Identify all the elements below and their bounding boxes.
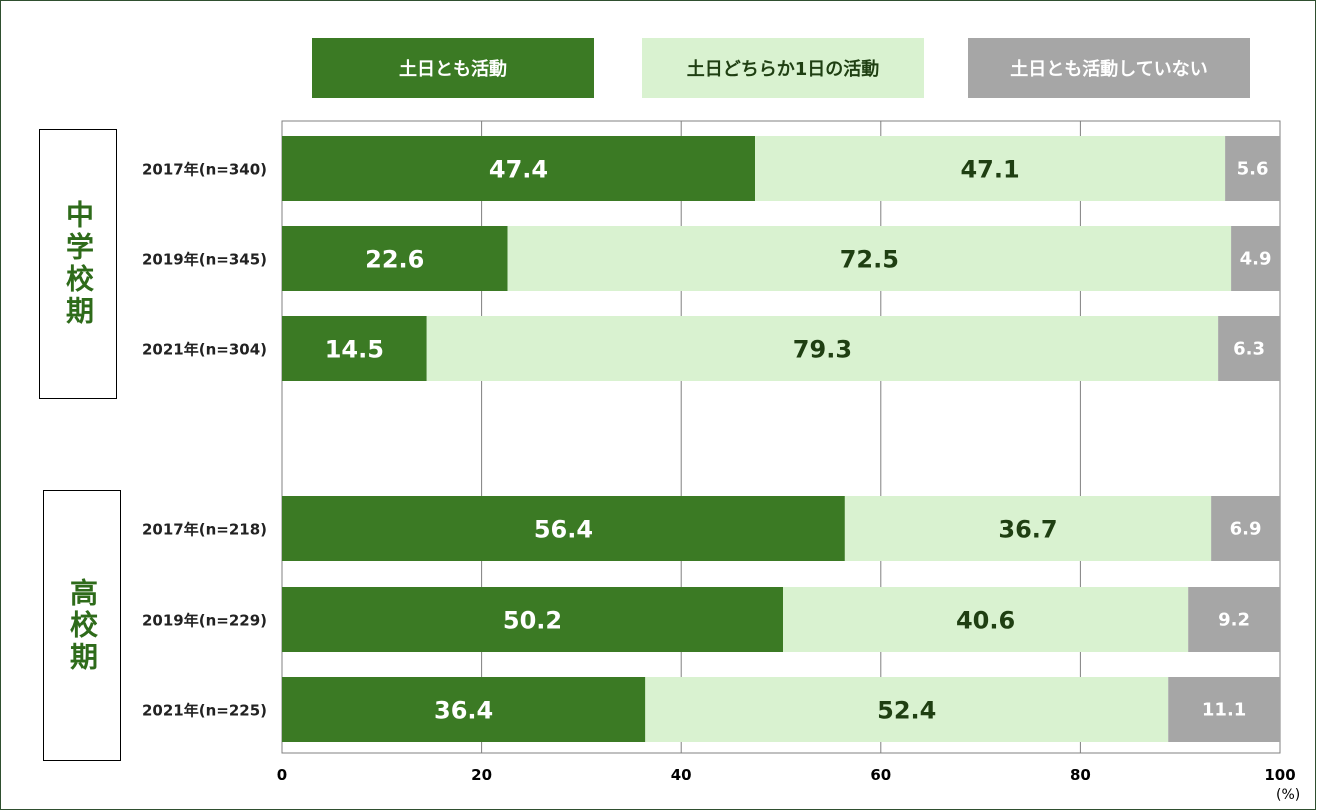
bar-segment (844, 496, 1212, 561)
plot-area (281, 120, 1281, 754)
data-label: 47.1 (960, 156, 1019, 184)
bar-segment (507, 226, 1232, 291)
unit-label: (%) (1276, 787, 1301, 803)
data-label: 22.6 (365, 246, 424, 274)
group-label-high-school: 高校期 (43, 490, 121, 761)
data-label: 56.4 (534, 516, 593, 544)
legend-label: 土日どちらか1日の活動 (686, 59, 880, 80)
bar-segment (782, 587, 1189, 652)
data-label: 40.6 (956, 607, 1015, 635)
data-label: 72.5 (840, 246, 899, 274)
row-label: 2021年(n=304) (142, 341, 267, 359)
data-label: 5.6 (1237, 159, 1269, 180)
data-label: 79.3 (793, 336, 852, 364)
group-label-text: 中学校期 (62, 200, 95, 328)
bar-segment (282, 496, 845, 561)
data-label: 6.9 (1230, 519, 1262, 540)
bar-segment (645, 677, 1169, 742)
row-label: 2019年(n=229) (142, 612, 267, 630)
data-label: 4.9 (1240, 249, 1272, 270)
bar-segment (282, 226, 508, 291)
row-label: 2017年(n=218) (142, 521, 267, 539)
data-label: 11.1 (1202, 700, 1246, 721)
x-tick-label: 40 (671, 766, 692, 784)
data-label: 6.3 (1233, 339, 1265, 360)
row-label: 2021年(n=225) (142, 702, 267, 720)
data-label: 9.2 (1218, 610, 1250, 631)
row-label: 2017年(n=340) (142, 161, 267, 179)
bar-segment (282, 316, 427, 381)
bar-segment (1211, 496, 1280, 561)
bar-segment (282, 677, 646, 742)
x-tick-label: 0 (277, 766, 287, 784)
legend-item-no-activity: 土日とも活動していない (968, 38, 1250, 98)
data-label: 50.2 (503, 607, 562, 635)
row-label: 2019年(n=345) (142, 251, 267, 269)
bar-segment (1225, 136, 1280, 201)
data-label: 14.5 (325, 336, 384, 364)
bar-segment (755, 136, 1226, 201)
legend-item-both-days: 土日とも活動 (312, 38, 594, 98)
bar-segment (426, 316, 1219, 381)
data-label: 36.4 (434, 697, 493, 725)
x-tick-label: 60 (870, 766, 891, 784)
x-tick-label: 100 (1264, 766, 1295, 784)
bar-segment (282, 136, 756, 201)
x-tick-label: 80 (1070, 766, 1091, 784)
legend-item-one-day: 土日どちらか1日の活動 (642, 38, 924, 98)
bar-segment (1231, 226, 1280, 291)
group-label-junior-high: 中学校期 (39, 129, 117, 399)
bar-segment (282, 587, 783, 652)
bar-segment (1218, 316, 1280, 381)
legend-label: 土日とも活動 (399, 59, 507, 80)
bar-segment (1188, 587, 1280, 652)
legend-label: 土日とも活動していない (1010, 59, 1208, 80)
bar-segment (1168, 677, 1280, 742)
group-label-text: 高校期 (66, 577, 99, 674)
data-label: 52.4 (877, 697, 936, 725)
x-tick-label: 20 (471, 766, 492, 784)
data-label: 47.4 (489, 156, 548, 184)
data-label: 36.7 (998, 516, 1057, 544)
